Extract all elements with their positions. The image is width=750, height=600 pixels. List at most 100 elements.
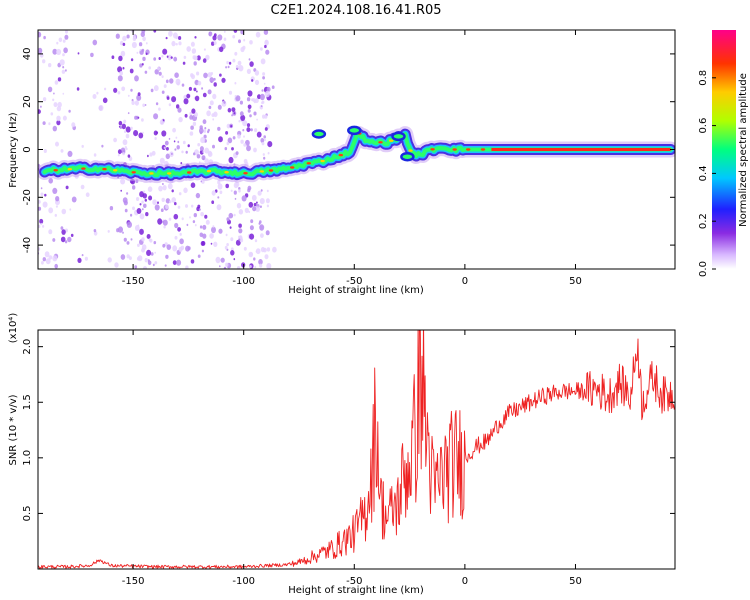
noise-speckle: [141, 247, 145, 253]
noise-speckle: [92, 39, 98, 46]
noise-speckle: [85, 192, 90, 197]
snr-line: [38, 330, 675, 569]
noise-speckle: [53, 92, 55, 95]
noise-speckle: [57, 77, 62, 82]
noise-speckle: [59, 59, 65, 66]
noise-speckle: [107, 257, 112, 263]
noise-speckle: [165, 204, 169, 209]
noise-speckle: [206, 110, 211, 117]
noise-speckle: [154, 251, 156, 254]
signal-blob: [400, 151, 415, 162]
colorbar-tick-label: 0.4: [698, 165, 709, 181]
noise-speckle: [177, 107, 182, 113]
noise-speckle: [161, 130, 167, 137]
noise-speckle: [170, 56, 173, 59]
noise-speckle: [169, 200, 172, 204]
noise-speckle: [136, 208, 142, 214]
noise-speckle: [259, 263, 263, 268]
noise-speckle: [237, 60, 242, 66]
noise-speckle: [127, 94, 130, 97]
noise-speckle: [207, 150, 212, 156]
noise-speckle: [185, 150, 188, 154]
noise-speckle: [242, 129, 245, 132]
noise-speckle: [184, 113, 188, 118]
noise-speckle: [190, 41, 195, 47]
noise-speckle: [189, 216, 191, 219]
snr-panel: -150 -100 -50 0 50 0.5 1.0 1.5 2.0 Height of st…: [8, 313, 676, 596]
noise-speckle: [250, 128, 253, 132]
noise-speckle: [209, 233, 214, 239]
noise-speckle: [264, 114, 268, 119]
noise-speckle: [144, 104, 147, 106]
noise-speckle: [217, 104, 222, 110]
noise-speckle: [266, 263, 272, 269]
y-tick-label: 1.0: [22, 450, 33, 466]
noise-speckle: [56, 120, 61, 126]
noise-speckle: [115, 33, 120, 39]
noise-speckle: [163, 225, 166, 229]
noise-speckle: [130, 58, 134, 62]
noise-speckle: [42, 97, 47, 102]
noise-speckle: [239, 100, 243, 105]
noise-speckle: [201, 155, 206, 161]
noise-speckle: [259, 198, 265, 205]
noise-speckle: [126, 34, 130, 39]
noise-speckle: [213, 33, 217, 37]
noise-speckle: [234, 81, 237, 85]
noise-speckle: [43, 149, 47, 153]
noise-speckle: [201, 249, 204, 253]
noise-speckle: [238, 187, 241, 190]
noise-speckle: [157, 201, 159, 204]
noise-speckle: [196, 154, 201, 159]
noise-speckle: [254, 265, 257, 269]
noise-speckle: [263, 135, 267, 139]
noise-speckle: [178, 246, 183, 252]
noise-speckle: [192, 121, 197, 126]
noise-speckle: [154, 137, 157, 140]
noise-speckle: [153, 85, 159, 92]
noise-speckle: [207, 89, 212, 95]
y-tick-label: 20: [22, 95, 33, 108]
x-tick-label: -50: [346, 576, 362, 587]
noise-speckle: [93, 231, 98, 236]
noise-speckle: [197, 80, 202, 86]
noise-speckle: [190, 125, 194, 130]
noise-speckle: [122, 66, 125, 70]
noise-speckle: [52, 187, 58, 194]
noise-speckle: [164, 264, 167, 267]
colorbar-label: Normalized spectral amplitude: [738, 73, 749, 227]
noise-speckle: [146, 249, 152, 256]
noise-speckle: [212, 93, 217, 100]
noise-speckle: [121, 86, 126, 92]
noise-speckle: [67, 150, 73, 157]
noise-speckle: [68, 109, 71, 113]
noise-speckle: [228, 61, 232, 65]
noise-speckle: [248, 58, 251, 61]
noise-speckle: [200, 137, 206, 144]
noise-speckle: [127, 154, 131, 158]
noise-speckle: [267, 151, 270, 155]
noise-speckle: [128, 156, 133, 161]
noise-speckle: [246, 127, 251, 133]
noise-speckle: [228, 156, 234, 164]
x-tick-label: 50: [569, 276, 582, 287]
noise-speckle: [56, 41, 59, 45]
noise-speckle: [233, 190, 237, 195]
noise-speckle: [40, 187, 43, 190]
noise-speckle: [145, 42, 148, 45]
noise-speckle: [175, 78, 181, 86]
noise-speckle: [217, 126, 221, 131]
noise-speckle: [113, 87, 118, 93]
noise-speckle: [57, 101, 62, 108]
signal-hotspot: [259, 170, 264, 173]
noise-speckle: [172, 245, 178, 252]
signal-hotspot: [268, 169, 274, 172]
noise-speckle: [134, 265, 138, 269]
noise-speckle: [174, 202, 177, 206]
noise-speckle: [233, 213, 236, 217]
noise-speckle: [60, 226, 64, 230]
noise-speckle: [65, 30, 68, 34]
signal-blob: [391, 131, 406, 142]
noise-speckle: [42, 59, 46, 64]
noise-speckle: [182, 61, 186, 65]
